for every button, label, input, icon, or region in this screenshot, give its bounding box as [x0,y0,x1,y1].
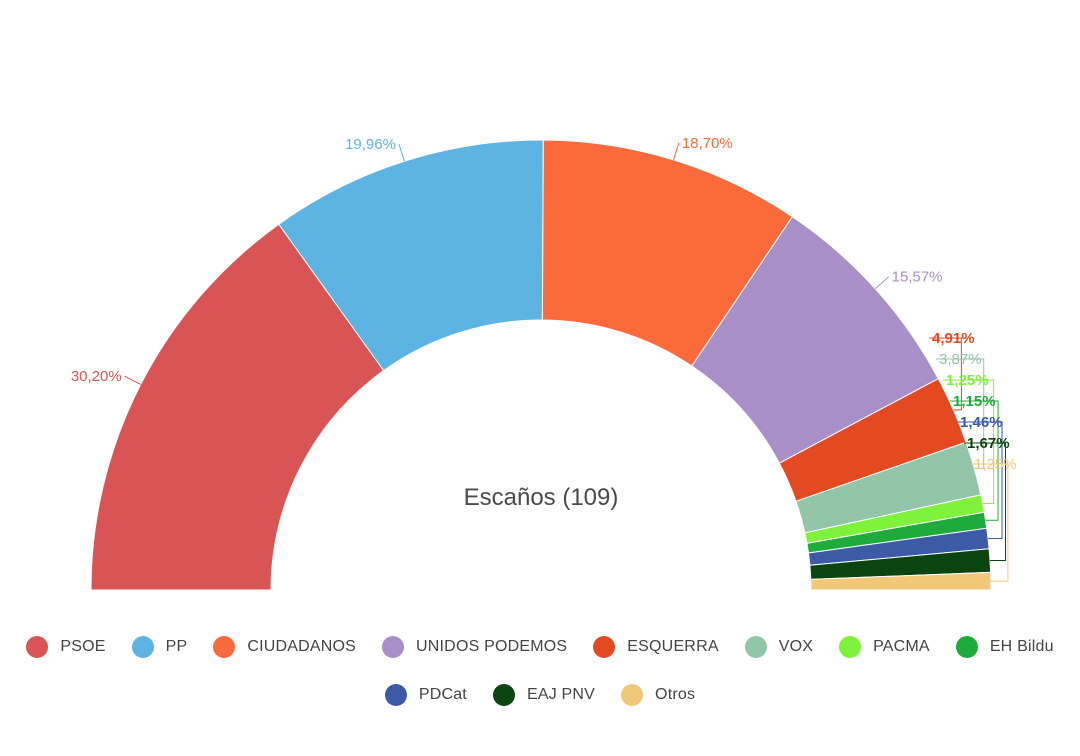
legend-item-pdcat[interactable]: PDCat [384,684,467,706]
data-label-unidos-podemos: 15,57% [892,269,943,286]
legend-label: EH Bildu [989,638,1054,655]
data-label-eh-bildu: 1,15% [953,393,996,410]
legend-swatch [593,636,616,658]
legend-row-2: PDCat EAJ PNV Otros [0,684,1080,706]
leader-pp [398,143,405,162]
data-label-pdcat: 1,46% [960,414,1003,431]
legend-swatch [213,636,236,658]
legend-item-unidos-podemos[interactable]: UNIDOS PODEMOS [382,636,567,658]
leader-unidos-podemos [874,276,889,290]
legend-swatch [839,636,862,658]
leader-pdcat [957,421,1003,540]
leader-otros [971,463,1009,582]
data-label-eaj-pnv: 1,67% [967,435,1010,452]
legend-label: Otros [655,686,696,703]
legend-item-ciudadanos[interactable]: CIUDADANOS [213,636,356,658]
legend-label: CIUDADANOS [247,638,357,655]
legend-item-vox[interactable]: VOX [744,636,814,658]
legend-label: VOX [778,638,814,655]
leader-esquerra [929,337,962,411]
slice-otros [810,571,992,591]
leader-psoe [124,375,141,385]
legend-label: PSOE [60,638,106,655]
data-label-pacma: 1,25% [946,372,989,389]
legend-label: PDCat [418,686,467,703]
leader-pacma [943,379,995,505]
leader-eh-bildu [950,400,999,521]
legend-item-eaj-pnv[interactable]: EAJ PNV [492,684,596,706]
legend-swatch [621,684,644,706]
legend-label: EAJ PNV [526,686,596,703]
data-label-pp: 19,96% [345,136,396,153]
legend-label: PP [165,638,188,655]
legend-swatch [384,684,407,706]
legend-swatch [744,636,767,658]
parliament-chart: 30,20% 19,96% 18,70% 15,57% 4,91% 3,87% 1,25% 1… [71,135,1017,591]
legend-label: UNIDOS PODEMOS [416,638,568,655]
legend-item-eh-bildu[interactable]: EH Bildu [955,636,1054,658]
data-label-vox: 3,87% [939,351,982,368]
legend-item-pacma[interactable]: PACMA [839,636,930,658]
data-label-psoe: 30,20% [71,368,122,385]
chart-label-leaders [124,142,1009,582]
data-label-esquerra: 4,91% [932,330,975,347]
leader-eaj-pnv [964,442,1007,562]
chart-data-labels: 30,20% 19,96% 18,70% 15,57% 4,91% 3,87% 1,25% 1… [71,135,1017,473]
legend-item-psoe[interactable]: PSOE [26,636,105,658]
legend-label: ESQUERRA [627,638,719,655]
legend-swatch [955,636,978,658]
legend-swatch [382,636,405,658]
legend-swatch [26,636,49,658]
legend-row-1: PSOE PP CIUDADANOS UNIDOS PODEMOS ESQUERRA VO… [0,636,1080,658]
data-label-ciudadanos: 18,70% [682,135,733,152]
data-label-otros: 1,25% [974,456,1017,473]
slice-psoe [90,223,385,591]
legend-item-pp[interactable]: PP [131,636,188,658]
chart-slices [90,139,992,591]
legend-label: PACMA [873,638,930,655]
legend-item-otros[interactable]: Otros [621,684,695,706]
legend-swatch [492,684,515,706]
legend-swatch [131,636,154,658]
leader-ciudadanos [673,142,680,161]
leader-vox [936,358,985,469]
chart-center-label: Escaños (109) [464,484,619,511]
legend-item-esquerra[interactable]: ESQUERRA [593,636,719,658]
